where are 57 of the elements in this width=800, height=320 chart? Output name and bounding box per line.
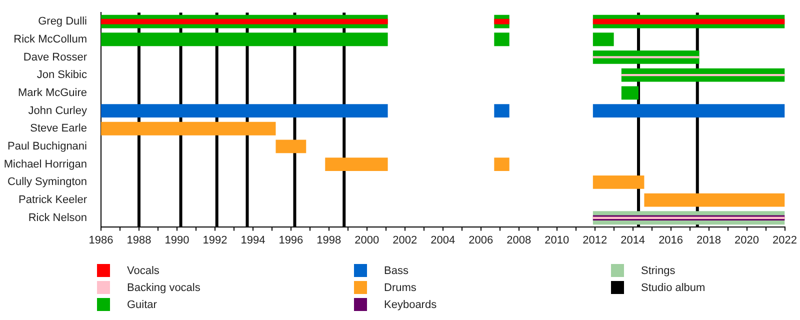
y-tick-label: Michael Horrigan (4, 158, 87, 170)
bar (621, 74, 785, 76)
x-tick-label: 2012 (582, 234, 608, 246)
bar (494, 158, 510, 172)
legend-label: Backing vocals (127, 282, 200, 294)
x-tick-label: 2022 (772, 234, 798, 246)
bar (325, 158, 388, 172)
bar (621, 86, 639, 100)
bar (101, 104, 388, 118)
bar (101, 122, 276, 136)
x-tick-label: 2010 (544, 234, 570, 246)
x-tick-label: 2008 (506, 234, 532, 246)
bar (101, 18, 388, 24)
y-tick-label: Dave Rosser (23, 51, 88, 64)
legend-label: Guitar (127, 298, 157, 310)
x-tick-label: 1986 (88, 234, 114, 246)
x-tick-label: 2002 (392, 234, 418, 246)
y-tick-label: Patrick Keeler (18, 194, 88, 206)
x-tick-label: 2014 (620, 234, 646, 246)
x-tick-label: 2006 (468, 234, 494, 246)
legend-label: Drums (384, 282, 416, 294)
x-tick-label: 1992 (202, 234, 228, 246)
bar (276, 140, 306, 154)
bar (592, 56, 700, 58)
x-tick-label: 2020 (734, 234, 760, 246)
y-tick-label: Greg Dulli (38, 16, 87, 28)
bar (592, 32, 614, 46)
bar (494, 32, 510, 46)
x-tick-label: 2016 (658, 234, 684, 246)
legend-label: Bass (384, 264, 408, 276)
legend-label: Keyboards (384, 298, 437, 310)
x-tick-label: 2018 (696, 234, 722, 246)
y-tick-label: Jon Skibic (36, 69, 88, 82)
bar (494, 18, 510, 24)
y-tick-label: John Curley (28, 104, 88, 117)
x-tick-label: 1988 (126, 234, 152, 246)
y-tick-label: Mark McGuire (18, 86, 87, 99)
bar (101, 32, 388, 46)
y-tick-label: Rick McCollum (14, 33, 87, 46)
bar (592, 175, 644, 189)
legend-label: Vocals (127, 264, 160, 276)
bar (494, 104, 510, 118)
legend-label: Studio album (641, 282, 706, 294)
bar (592, 104, 785, 118)
x-tick-label: 1998 (316, 234, 342, 246)
y-tick-label: Steve Earle (30, 122, 87, 135)
y-tick-label: Cully Symington (8, 176, 87, 188)
x-tick-label: 2004 (430, 234, 456, 246)
x-tick-label: 1990 (164, 234, 190, 246)
y-tick-label: Paul Buchignani (7, 140, 87, 153)
y-tick-label: Rick Nelson (28, 212, 87, 224)
x-tick-label: 2000 (354, 234, 380, 246)
x-tick-label: 1996 (278, 234, 304, 246)
legend-label: Strings (641, 264, 676, 276)
x-tick-label: 1994 (240, 234, 266, 246)
bar (644, 193, 785, 207)
bar (592, 18, 785, 24)
